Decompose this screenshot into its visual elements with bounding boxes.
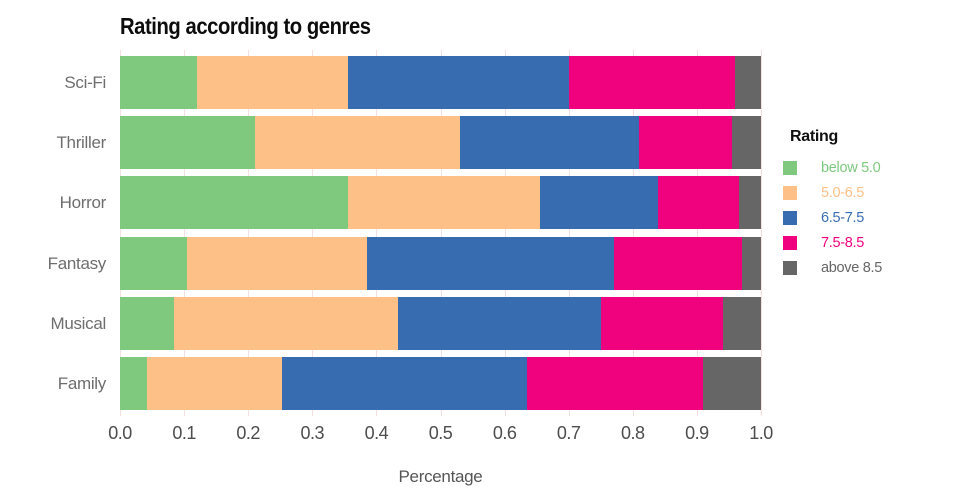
x-tick-label: 0.1 (172, 423, 196, 443)
bar-segment-7.5-8.5 (658, 176, 739, 230)
legend-items: below 5.0 5.0-6.5 6.5-7.5 7.5-8.5 above 8.5 (783, 155, 953, 280)
bar-row-horror (120, 176, 761, 230)
bar-segment-5.0-6.5 (146, 357, 282, 410)
legend-swatch-icon (783, 185, 797, 200)
legend-title: Rating (790, 128, 838, 145)
bar-segment-5.0-6.5 (196, 56, 348, 109)
bar-segment-6.5-7.5 (459, 116, 640, 170)
x-tick-label: 0.7 (556, 423, 581, 443)
chart-title: Rating according to genres (120, 13, 371, 39)
legend: Rating below 5.0 5.0-6.5 6.5-7.5 7.5-8.5 abo… (783, 128, 953, 280)
legend-label: above 8.5 (821, 259, 882, 276)
bar-row-sci-fi (120, 56, 761, 109)
y-axis-label-sci-fi: Sci-Fi (64, 73, 106, 92)
x-tick-label: 0.3 (300, 423, 325, 443)
bar-segment-7.5-8.5 (600, 296, 723, 350)
legend-swatch-icon (783, 260, 797, 275)
bar-segment-above-8.5 (738, 176, 761, 230)
bar-segment-below-5.0 (120, 176, 348, 230)
x-tick-label: 0.4 (364, 423, 389, 443)
gridline (376, 50, 378, 416)
gridline (120, 50, 121, 416)
bar-segment-7.5-8.5 (613, 236, 742, 290)
x-axis-title: Percentage (398, 467, 483, 486)
bar-row-thriller (120, 116, 761, 170)
y-axis-label-family: Family (57, 374, 107, 393)
legend-label: 7.5-8.5 (821, 234, 865, 251)
bar-segment-5.0-6.5 (187, 236, 367, 290)
bar-row-fantasy (120, 236, 761, 290)
bar-segment-below-5.0 (120, 56, 197, 109)
legend-swatch-icon (783, 210, 797, 225)
bar-row-family (120, 357, 761, 410)
gridline (696, 50, 698, 416)
gridline (184, 50, 186, 416)
legend-item: above 8.5 (783, 255, 953, 280)
bar-segment-5.0-6.5 (174, 296, 398, 350)
x-tick-label: 0.0 (108, 423, 132, 443)
bar-segment-6.5-7.5 (347, 56, 569, 109)
x-tick-label: 0.5 (428, 423, 453, 443)
legend-item: below 5.0 (783, 155, 953, 180)
bar-segment-5.0-6.5 (254, 116, 460, 170)
gridline (568, 50, 570, 416)
bar-segment-below-5.0 (120, 116, 255, 170)
legend-item: 6.5-7.5 (783, 205, 953, 230)
bar-segment-5.0-6.5 (347, 176, 540, 230)
bar-segment-above-8.5 (741, 236, 761, 290)
bar-segment-above-8.5 (735, 56, 761, 109)
x-tick-label: 0.2 (236, 423, 260, 443)
bar-segment-6.5-7.5 (539, 176, 659, 230)
legend-label: 5.0-6.5 (821, 184, 865, 201)
y-axis-label-fantasy: Fantasy (47, 253, 107, 273)
legend-item: 7.5-8.5 (783, 230, 953, 255)
legend-label: 6.5-7.5 (821, 209, 865, 226)
gridline (312, 50, 314, 416)
bar-segment-6.5-7.5 (366, 236, 614, 290)
bar-segment-above-8.5 (732, 116, 761, 170)
bar-segment-above-8.5 (703, 357, 761, 410)
bar-segment-below-5.0 (120, 357, 147, 410)
y-axis-label-horror: Horror (59, 193, 107, 213)
bar-segment-above-8.5 (722, 296, 761, 350)
legend-item: 5.0-6.5 (783, 180, 953, 205)
x-tick-label: 0.8 (621, 423, 645, 443)
gridline (632, 50, 634, 416)
gridline (761, 50, 762, 416)
bar-segment-6.5-7.5 (397, 296, 601, 350)
x-tick-label: 1.0 (749, 423, 773, 443)
bar-segment-7.5-8.5 (568, 56, 736, 109)
gridline (248, 50, 250, 416)
x-tick-label: 0.6 (492, 423, 517, 443)
gridline (504, 50, 506, 416)
bar-row-musical (120, 296, 761, 350)
y-axis-label-musical: Musical (50, 313, 106, 333)
bar-segment-7.5-8.5 (527, 357, 704, 410)
bar-segment-7.5-8.5 (639, 116, 733, 170)
bar-segment-below-5.0 (120, 236, 188, 290)
plot-area (120, 50, 762, 416)
legend-label: below 5.0 (821, 159, 881, 176)
y-axis-label-thriller: Thriller (56, 133, 106, 153)
bar-segment-below-5.0 (120, 296, 175, 350)
legend-swatch-icon (783, 235, 797, 250)
legend-swatch-icon (783, 160, 797, 175)
gridline (440, 50, 442, 416)
x-tick-label: 0.9 (685, 423, 709, 443)
bar-segment-6.5-7.5 (281, 357, 528, 410)
